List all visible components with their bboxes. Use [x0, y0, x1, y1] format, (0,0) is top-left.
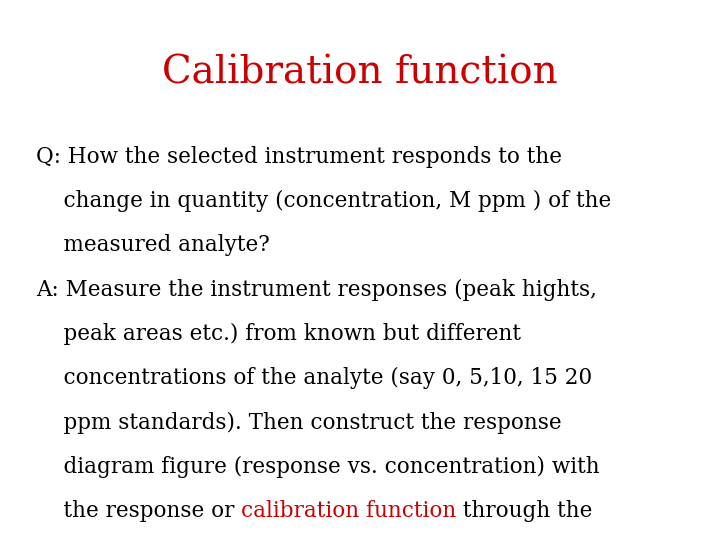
Text: calibration function: calibration function: [241, 500, 456, 522]
Text: through the: through the: [456, 500, 593, 522]
Text: change in quantity (concentration, M ppm ) of the: change in quantity (concentration, M ppm…: [36, 190, 611, 212]
Text: peak areas etc.) from known but different: peak areas etc.) from known but differen…: [36, 323, 521, 345]
Text: ppm standards). Then construct the response: ppm standards). Then construct the respo…: [36, 411, 562, 434]
Text: the response or: the response or: [36, 500, 241, 522]
Text: Q: How the selected instrument responds to the: Q: How the selected instrument responds …: [36, 146, 562, 168]
Text: Calibration function: Calibration function: [162, 54, 558, 91]
Text: A: Measure the instrument responses (peak hights,: A: Measure the instrument responses (pea…: [36, 279, 597, 301]
Text: measured analyte?: measured analyte?: [36, 234, 270, 256]
Text: diagram figure (response vs. concentration) with: diagram figure (response vs. concentrati…: [36, 456, 600, 478]
Text: concentrations of the analyte (say 0, 5,10, 15 20: concentrations of the analyte (say 0, 5,…: [36, 367, 592, 389]
